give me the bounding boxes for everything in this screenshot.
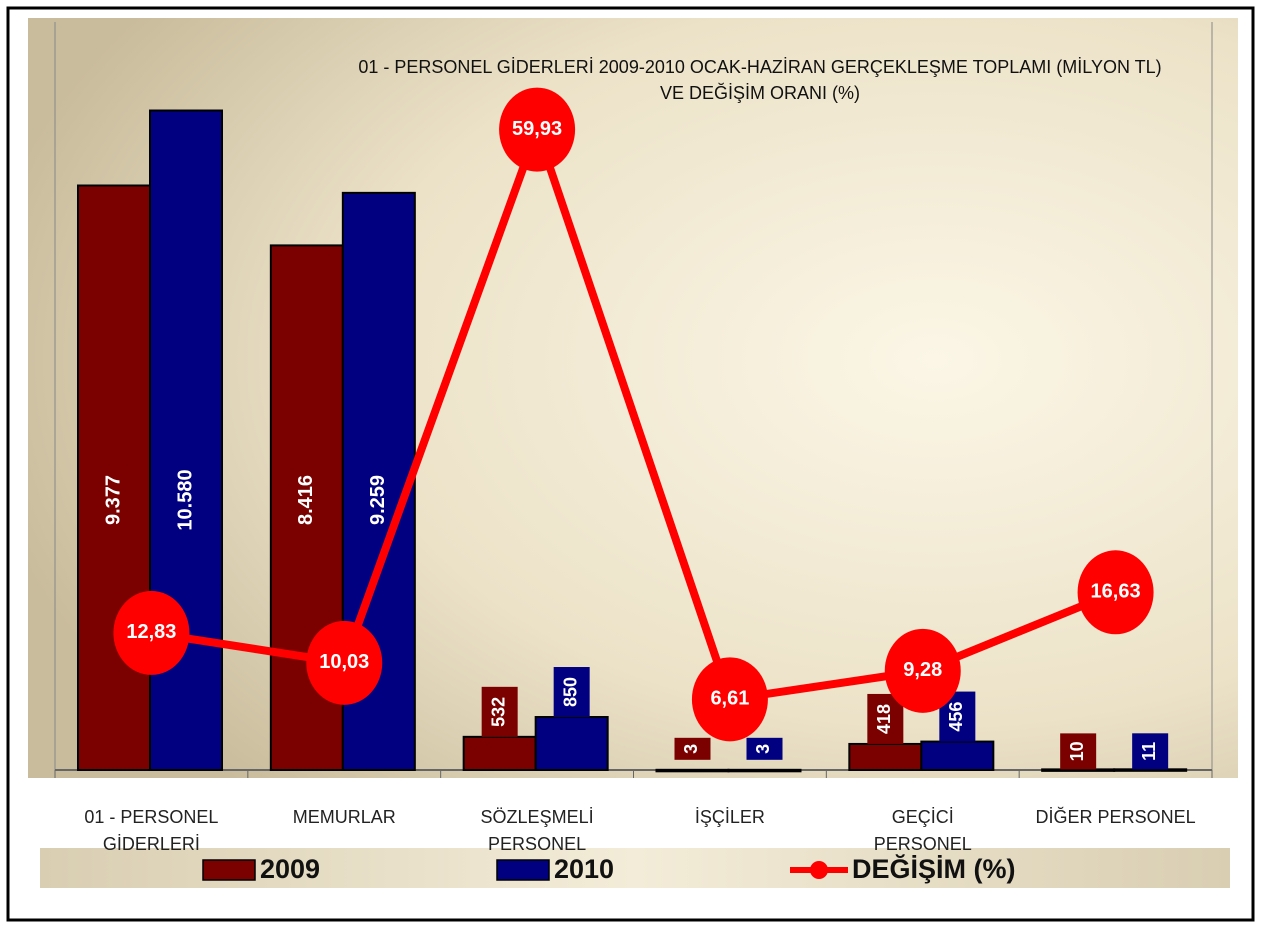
x-tick-label: DİĞER PERSONEL bbox=[1036, 806, 1196, 827]
x-tick-label: PERSONEL bbox=[874, 834, 972, 854]
data-label: 9,28 bbox=[903, 659, 942, 681]
data-label-box bbox=[553, 667, 590, 718]
x-tick-label: 01 - PERSONEL bbox=[84, 807, 218, 827]
bar bbox=[1113, 768, 1188, 772]
line-marker bbox=[113, 590, 190, 675]
legend-label: 2010 bbox=[554, 854, 614, 884]
chart-title: VE DEĞİŞİM ORANI (%) bbox=[660, 82, 860, 103]
legend-label: 2009 bbox=[260, 854, 320, 884]
data-label: 6,61 bbox=[710, 688, 749, 710]
data-label-box bbox=[674, 737, 711, 760]
data-label-box bbox=[867, 693, 904, 744]
bar bbox=[848, 742, 923, 771]
data-label-box bbox=[1060, 733, 1097, 770]
bar bbox=[77, 184, 151, 772]
bar bbox=[655, 768, 730, 773]
data-label: 10 bbox=[1067, 741, 1087, 761]
x-tick-label: İŞÇİLER bbox=[695, 807, 765, 827]
data-label: 9.259 bbox=[367, 475, 389, 525]
data-label-box bbox=[481, 686, 518, 737]
data-label: 11 bbox=[1139, 742, 1159, 761]
data-label: 16,63 bbox=[1091, 581, 1141, 603]
data-label: 9.377 bbox=[102, 475, 124, 525]
data-label: 532 bbox=[488, 697, 508, 727]
data-label: 456 bbox=[946, 702, 966, 732]
legend-swatch bbox=[202, 859, 256, 881]
data-label: 10,03 bbox=[319, 651, 369, 673]
x-tick-label: GEÇİCİ bbox=[892, 807, 954, 827]
data-label: 850 bbox=[560, 677, 580, 707]
data-label-box bbox=[1132, 733, 1169, 770]
bar bbox=[920, 740, 995, 771]
line-marker bbox=[884, 628, 961, 713]
data-label: 12,83 bbox=[126, 621, 176, 643]
x-tick-label: PERSONEL bbox=[488, 834, 586, 854]
legend-label: DEĞİŞİM (%) bbox=[852, 853, 1016, 884]
data-label: 59,93 bbox=[512, 118, 562, 140]
line-marker bbox=[691, 657, 768, 742]
data-label: 8.416 bbox=[295, 475, 317, 525]
chart-title: 01 - PERSONEL GİDERLERİ 2009-2010 OCAK-H… bbox=[358, 57, 1161, 77]
plot-background bbox=[28, 18, 1238, 778]
data-label-box bbox=[746, 737, 783, 760]
bar bbox=[1041, 768, 1116, 772]
x-tick-label: SÖZLEŞMELİ bbox=[481, 807, 594, 827]
data-label: 10.580 bbox=[174, 469, 196, 530]
legend-swatch bbox=[810, 861, 828, 879]
x-tick-label: MEMURLAR bbox=[293, 807, 396, 827]
line-marker bbox=[306, 620, 383, 705]
x-tick-label: GİDERLERİ bbox=[103, 834, 200, 854]
data-label: 3 bbox=[681, 744, 701, 754]
line-marker bbox=[499, 87, 576, 172]
bar bbox=[534, 716, 609, 771]
bar bbox=[727, 768, 802, 773]
bar bbox=[462, 735, 537, 772]
legend-swatch bbox=[496, 859, 550, 881]
data-label: 418 bbox=[874, 704, 894, 734]
data-label: 3 bbox=[753, 744, 773, 754]
line-marker bbox=[1077, 550, 1154, 635]
